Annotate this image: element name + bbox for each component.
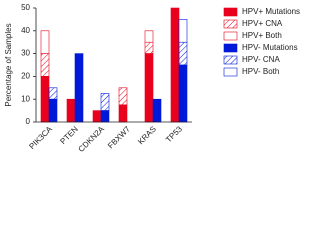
bar-segment bbox=[178, 19, 188, 43]
bar-segment bbox=[100, 110, 110, 123]
bar-segment bbox=[40, 30, 50, 54]
bar-segment bbox=[48, 87, 58, 100]
legend-label: HPV+ Mutations bbox=[242, 7, 300, 16]
legend-label: HPV- CNA bbox=[242, 55, 280, 64]
y-tick-label: 0 bbox=[26, 117, 31, 126]
legend-swatch bbox=[223, 7, 238, 17]
y-tick-label: 50 bbox=[21, 3, 30, 12]
bar-segment bbox=[118, 104, 128, 123]
legend-label: HPV+ Both bbox=[242, 31, 282, 40]
legend-label: HPV+ CNA bbox=[242, 19, 283, 28]
bar-segment bbox=[100, 93, 110, 111]
chart: Percentage of Samples 0 10 20 30 40 50 PIK3CA P… bbox=[4, 3, 300, 154]
bar-segment bbox=[152, 98, 162, 123]
legend-label: HPV- Mutations bbox=[242, 43, 298, 52]
bar-segment bbox=[118, 87, 128, 106]
legend-swatch bbox=[223, 31, 238, 41]
legend-swatch bbox=[223, 55, 238, 65]
legend-label: HPV- Both bbox=[242, 67, 279, 76]
bar-segment bbox=[66, 98, 76, 123]
bar-segment bbox=[74, 53, 84, 123]
bar-segment bbox=[144, 30, 154, 43]
x-tick-label: PIK3CA bbox=[27, 124, 54, 151]
x-tick-label: FBXW7 bbox=[106, 124, 132, 150]
y-tick-label: 20 bbox=[21, 72, 30, 81]
bar-segment bbox=[144, 41, 154, 54]
y-tick-label: 30 bbox=[21, 49, 30, 58]
legend-swatch bbox=[223, 43, 238, 53]
bar-segment bbox=[170, 7, 180, 123]
legend-swatch bbox=[223, 19, 238, 29]
bar-segment bbox=[144, 53, 154, 123]
bar-segment bbox=[92, 110, 102, 123]
legend-swatch bbox=[223, 67, 238, 77]
x-tick-label: KRAS bbox=[136, 125, 158, 147]
bar-segment bbox=[40, 53, 50, 77]
bar-segment bbox=[40, 76, 50, 123]
bar-segment bbox=[178, 64, 188, 123]
y-tick-label: 10 bbox=[21, 94, 30, 103]
y-tick-label: 40 bbox=[21, 26, 30, 35]
x-tick-label: PTEN bbox=[58, 124, 80, 146]
y-axis-label: Percentage of Samples bbox=[4, 23, 13, 106]
bar-segment bbox=[178, 41, 188, 66]
bar-segment bbox=[48, 98, 58, 123]
x-tick-label: CDKN2A bbox=[77, 124, 107, 154]
x-tick-label: TP53 bbox=[164, 124, 184, 144]
